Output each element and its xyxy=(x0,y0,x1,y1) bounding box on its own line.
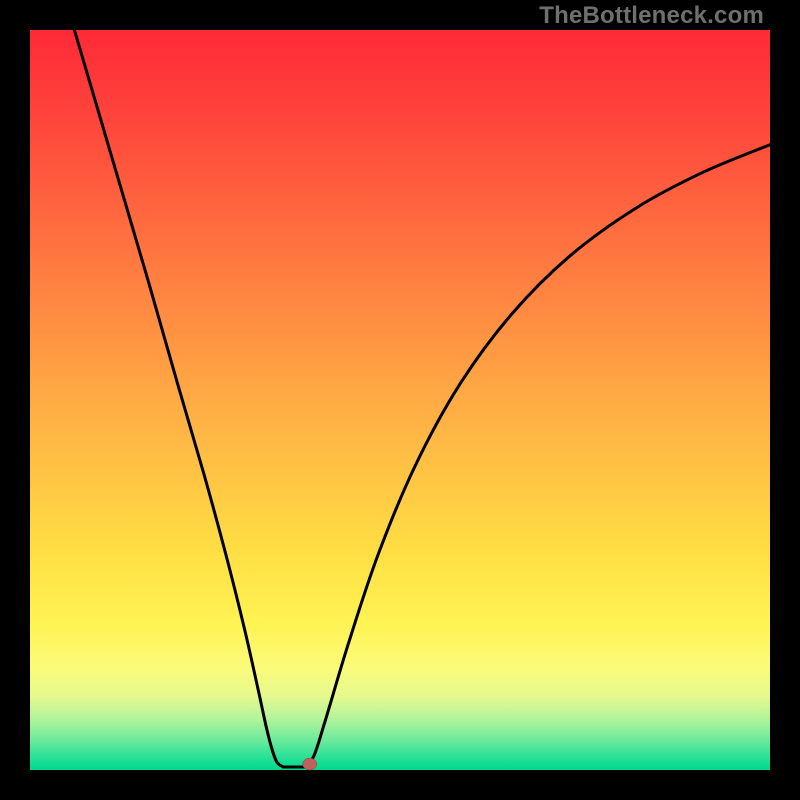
watermark-text: TheBottleneck.com xyxy=(539,2,764,30)
optimum-marker xyxy=(303,758,317,770)
chart-container: TheBottleneck.com xyxy=(0,0,800,800)
plot-area xyxy=(30,30,770,770)
bottleneck-v-curve xyxy=(74,30,770,767)
curve-layer xyxy=(30,30,770,770)
